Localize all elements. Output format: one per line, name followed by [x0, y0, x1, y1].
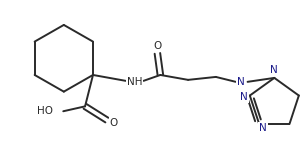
- Text: N: N: [259, 123, 267, 133]
- Text: N: N: [271, 65, 278, 75]
- Text: NH: NH: [127, 77, 142, 87]
- Text: O: O: [153, 41, 162, 51]
- Text: HO: HO: [37, 106, 53, 116]
- Text: N: N: [240, 92, 248, 102]
- Text: N: N: [237, 77, 244, 87]
- Text: O: O: [110, 118, 118, 128]
